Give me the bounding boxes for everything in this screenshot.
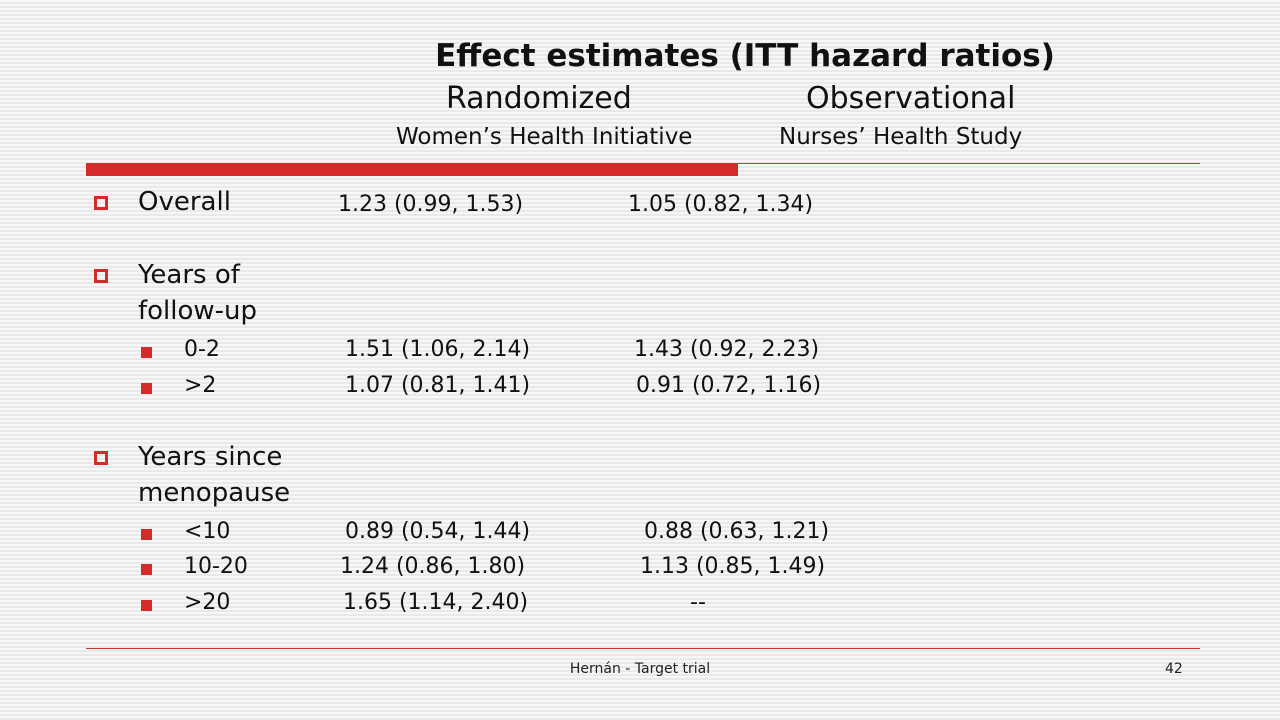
footer-divider-line xyxy=(86,648,1200,649)
menopause-row-label: <10 xyxy=(184,519,231,544)
menopause-row-label: >20 xyxy=(184,590,231,615)
filled-square-bullet-icon xyxy=(141,564,152,575)
menopause-row-observational-value: -- xyxy=(690,590,706,615)
overall-observational-value: 1.05 (0.82, 1.34) xyxy=(628,192,814,217)
filled-square-bullet-icon xyxy=(141,600,152,611)
hollow-square-bullet-icon xyxy=(94,451,108,465)
slide-title: Effect estimates (ITT hazard ratios) xyxy=(435,38,1055,74)
menopause-row-label: 10-20 xyxy=(184,554,248,579)
column-heading-randomized: Randomized xyxy=(446,81,632,116)
filled-square-bullet-icon xyxy=(141,383,152,394)
menopause-row-observational-value: 1.13 (0.85, 1.49) xyxy=(640,554,826,579)
followup-row-observational-value: 1.43 (0.92, 2.23) xyxy=(634,337,820,362)
menopause-row-observational-value: 0.88 (0.63, 1.21) xyxy=(644,519,830,544)
filled-square-bullet-icon xyxy=(141,529,152,540)
menopause-row-randomized-value: 1.24 (0.86, 1.80) xyxy=(340,554,526,579)
followup-row-label: 0-2 xyxy=(184,337,220,362)
filled-square-bullet-icon xyxy=(141,347,152,358)
hollow-square-bullet-icon xyxy=(94,196,108,210)
followup-row-randomized-value: 1.51 (1.06, 2.14) xyxy=(345,337,531,362)
footer-text: Hernán - Target trial xyxy=(569,661,711,677)
column-subheading-randomized: Women’s Health Initiative xyxy=(396,124,693,150)
menopause-label-line2: menopause xyxy=(138,478,291,508)
menopause-row-randomized-value: 1.65 (1.14, 2.40) xyxy=(343,590,529,615)
followup-row-label: >2 xyxy=(184,373,217,398)
overall-label: Overall xyxy=(138,187,231,217)
followup-label-line1: Years of xyxy=(138,260,240,290)
followup-label-line2: follow-up xyxy=(138,296,258,326)
column-subheading-observational: Nurses’ Health Study xyxy=(779,124,1023,150)
title-divider-line xyxy=(86,163,1200,164)
menopause-label-line1: Years since xyxy=(138,442,283,472)
followup-row-randomized-value: 1.07 (0.81, 1.41) xyxy=(345,373,531,398)
title-accent-bar xyxy=(86,164,738,176)
page-number: 42 xyxy=(1165,661,1183,677)
overall-randomized-value: 1.23 (0.99, 1.53) xyxy=(338,192,524,217)
hollow-square-bullet-icon xyxy=(94,269,108,283)
followup-row-observational-value: 0.91 (0.72, 1.16) xyxy=(636,373,822,398)
column-heading-observational: Observational xyxy=(806,81,1016,116)
menopause-row-randomized-value: 0.89 (0.54, 1.44) xyxy=(345,519,531,544)
